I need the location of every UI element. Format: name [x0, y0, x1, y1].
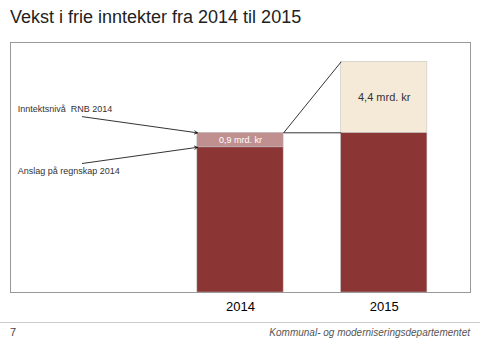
- svg-text:0,9 mrd. kr: 0,9 mrd. kr: [219, 135, 262, 145]
- svg-text:2015: 2015: [370, 299, 399, 314]
- svg-text:Anslag på regnskap 2014: Anslag på regnskap 2014: [18, 166, 120, 176]
- html-text:Vekst i frie inntekter fra 201: Vekst i frie inntekter fra 2014 til 2015: [10, 7, 302, 27]
- svg-text:Inntektsnivå RNB 2014: Inntektsnivå RNB 2014: [18, 104, 113, 114]
- svg-text:4,4 mrd. kr: 4,4 mrd. kr: [358, 91, 411, 103]
- svg-text:2014: 2014: [226, 299, 255, 314]
- html-text:7: 7: [10, 326, 17, 338]
- html-text:Kommunal- og moderniseringsdep: Kommunal- og moderniseringsdepartementet: [269, 326, 470, 338]
